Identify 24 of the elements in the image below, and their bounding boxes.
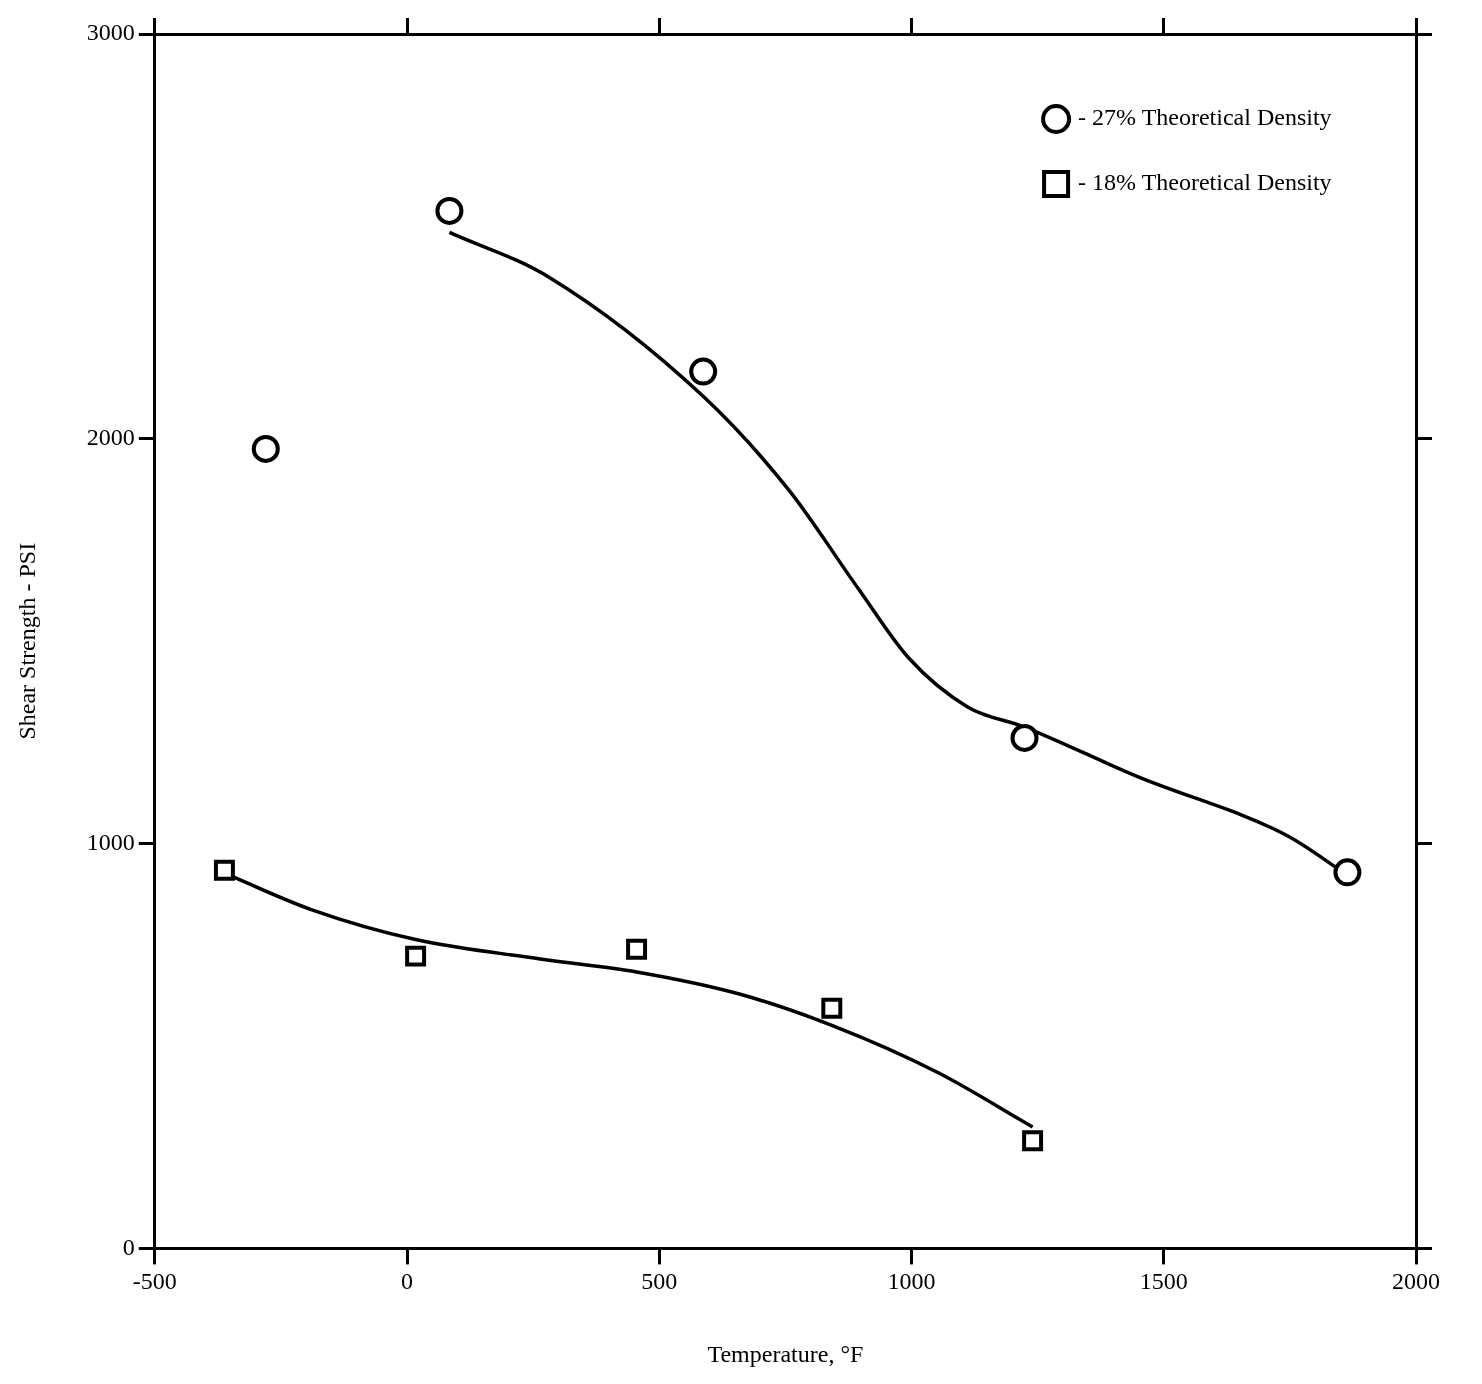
x-tick-label: 1000 xyxy=(887,1268,936,1295)
x-tick-label: 500 xyxy=(641,1268,678,1295)
y-tick-label: 0 xyxy=(122,1233,135,1260)
y-tick-label: 3000 xyxy=(86,19,135,46)
x-tick-label: 0 xyxy=(401,1268,414,1295)
point xyxy=(1333,858,1362,887)
point xyxy=(1022,1130,1044,1152)
y-tick-label: 2000 xyxy=(86,424,135,451)
point xyxy=(251,434,280,463)
y-tick-label: 1000 xyxy=(86,828,135,855)
y-axis-title: Shear Strength - PSI xyxy=(13,542,40,740)
point xyxy=(213,859,235,881)
x-tick-label: -500 xyxy=(132,1268,177,1295)
point xyxy=(626,938,648,960)
point xyxy=(435,196,464,225)
point xyxy=(821,997,843,1019)
x-tick-label: 1500 xyxy=(1139,1268,1188,1295)
point xyxy=(1010,723,1039,752)
x-axis-title: Temperature, °F xyxy=(707,1340,864,1367)
point xyxy=(405,945,427,967)
legend-label: - 18% Theoretical Density xyxy=(1078,169,1332,196)
point xyxy=(689,357,718,386)
x-tick-label: 2000 xyxy=(1392,1268,1440,1295)
legend-label: - 27% Theoretical Density xyxy=(1078,104,1332,131)
